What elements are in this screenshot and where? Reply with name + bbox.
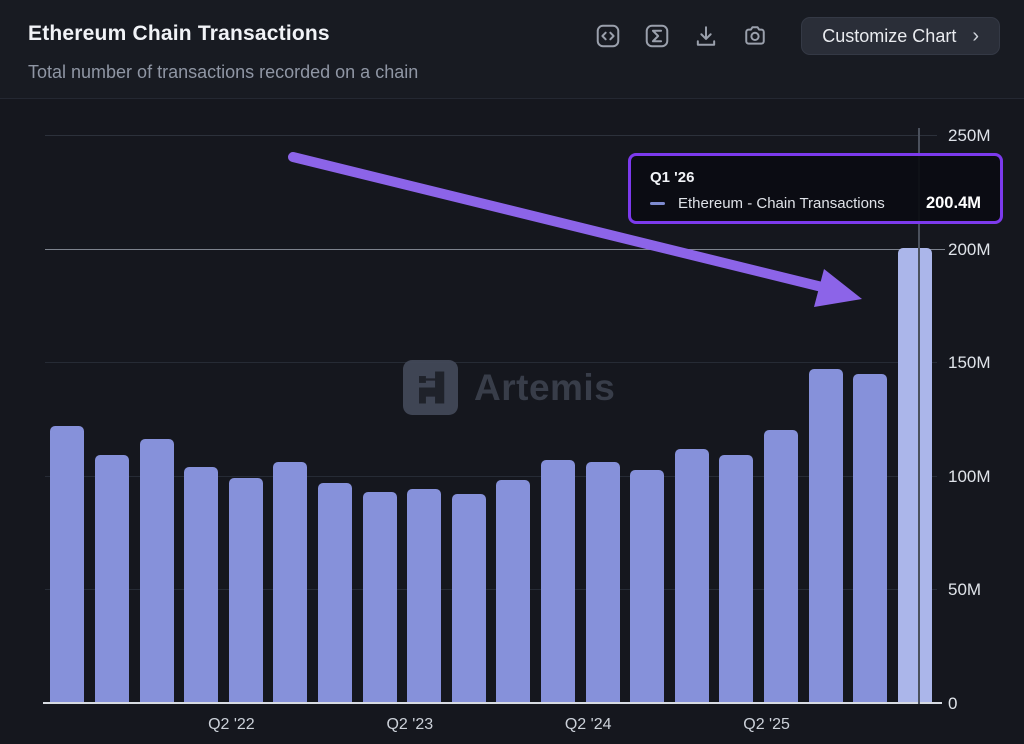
bar-q3-21[interactable] <box>94 455 129 703</box>
bar-q4-25[interactable] <box>853 373 888 703</box>
bar-q2-25[interactable] <box>763 430 798 703</box>
x-axis-label-q2-23: Q2 '23 <box>386 716 434 733</box>
bar-q1-22[interactable] <box>184 466 219 703</box>
chart-plot-area: Artemis 0 50M 100M 150M 200M 250M Q2 '22 Q2 '2… <box>0 100 1024 744</box>
gridline-150M <box>45 362 937 364</box>
y-axis-label-0: 0 <box>948 694 958 713</box>
chart-header: Ethereum Chain Transactions Total number… <box>0 0 1024 99</box>
gridline-50M <box>45 589 937 591</box>
bar-q1-24[interactable] <box>540 459 575 703</box>
summation-button[interactable] <box>642 21 672 51</box>
gridline-250M <box>45 135 937 136</box>
y-axis-label-150M: 150M <box>948 353 991 373</box>
bar-q2-23[interactable] <box>407 489 442 703</box>
bar-q4-23[interactable] <box>496 480 531 703</box>
bar-q3-22[interactable] <box>273 462 308 703</box>
x-axis-baseline <box>43 702 942 704</box>
bar-q1-26[interactable] <box>897 247 932 703</box>
camera-icon <box>745 26 766 45</box>
gridline-200M <box>45 248 945 251</box>
tooltip-series-row: Ethereum - Chain Transactions 200.4M <box>650 194 981 213</box>
customize-chart-button[interactable]: Customize Chart › <box>801 17 1000 55</box>
bar-q2-22[interactable] <box>228 478 263 703</box>
bar-q2-24[interactable] <box>585 462 620 703</box>
bar-q4-22[interactable] <box>317 482 352 703</box>
embed-code-button[interactable] <box>593 21 623 51</box>
bar-q4-24[interactable] <box>674 448 709 703</box>
x-axis-label-q2-25: Q2 '25 <box>743 716 790 733</box>
hover-crosshair-line <box>918 128 920 704</box>
bar-q3-23[interactable] <box>451 493 486 703</box>
download-icon <box>697 26 716 46</box>
bar-q3-24[interactable] <box>630 470 665 703</box>
y-axis-label-250M: 250M <box>948 126 991 145</box>
x-axis-label-q2-24: Q2 '24 <box>564 716 612 733</box>
page-subtitle: Total number of transactions recorded on… <box>28 62 419 82</box>
chevron-right-icon: › <box>972 25 979 47</box>
tooltip-series-value: 200.4M <box>925 194 981 212</box>
bar-q1-25[interactable] <box>719 455 754 703</box>
bar-q1-23[interactable] <box>362 491 397 703</box>
y-axis-label-50M: 50M <box>948 580 982 600</box>
camera-button[interactable] <box>740 21 770 51</box>
series-marker-icon <box>650 201 665 206</box>
tooltip-period-label: Q1 '26 <box>650 169 695 186</box>
summation-icon <box>646 24 669 48</box>
bar-q4-21[interactable] <box>139 439 174 703</box>
page-title: Ethereum Chain Transactions <box>28 22 330 45</box>
y-axis-label-100M: 100M <box>948 466 991 486</box>
gridline-100M <box>45 475 937 477</box>
customize-chart-label: Customize Chart <box>822 25 957 46</box>
artemis-logo-icon <box>403 360 458 415</box>
y-axis-label-200M: 200M <box>948 239 991 259</box>
tooltip-series-name: Ethereum - Chain Transactions <box>678 195 885 212</box>
bar-q2-21[interactable] <box>50 425 85 703</box>
x-axis-label-q2-22: Q2 '22 <box>208 716 255 733</box>
artemis-watermark: Artemis <box>403 360 615 415</box>
bar-q3-25[interactable] <box>808 369 843 703</box>
chart-tooltip: Q1 '26 Ethereum - Chain Transactions 200… <box>628 153 1003 224</box>
header-actions: Customize Chart › <box>593 17 1000 55</box>
embed-code-icon <box>597 24 620 48</box>
download-button[interactable] <box>691 21 721 51</box>
artemis-watermark-text: Artemis <box>474 366 616 408</box>
